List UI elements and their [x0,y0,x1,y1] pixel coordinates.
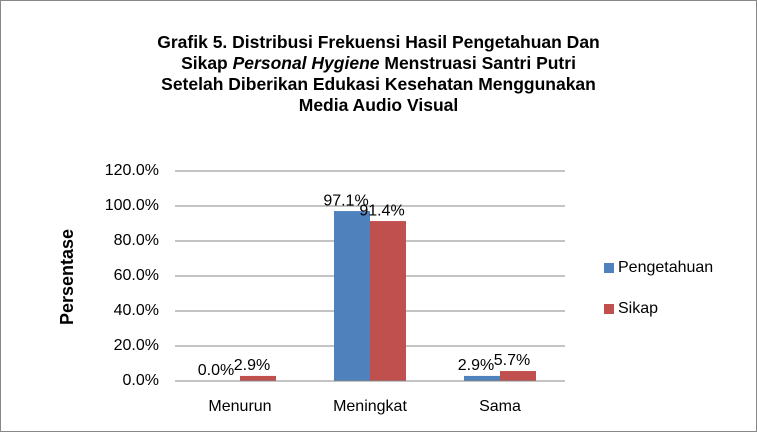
chart-title: Grafik 5. Distribusi Frekuensi Hasil Pen… [154,32,604,116]
value-label: 97.1% [323,192,368,209]
y-tick-label: 120.0% [105,162,159,179]
bar [370,221,406,381]
legend-swatch [604,304,614,314]
y-tick-label: 60.0% [114,267,159,284]
title-part: Grafik 5. Distribusi Frekuensi Hasil Pen… [157,32,600,73]
x-tick-label: Meningkat [333,398,407,415]
value-label: 2.9% [458,357,494,374]
y-tick-label: 20.0% [114,337,159,354]
y-tick-label: 40.0% [114,302,159,319]
y-tick-label: 100.0% [105,197,159,214]
y-tick-label: 0.0% [123,372,159,389]
y-tick-label: 80.0% [114,232,159,249]
value-label: 2.9% [234,357,270,374]
bar [500,371,536,381]
legend-label: Sikap [618,300,658,317]
title-part: Menstruasi Santri Putri Setelah Diberika… [161,53,596,115]
legend-label: Pengetahuan [618,259,713,276]
y-axis-label: Persentase [57,229,77,325]
value-label: 5.7% [494,352,530,369]
bar [334,211,370,381]
title-box: Grafik 5. Distribusi Frekuensi Hasil Pen… [0,32,757,116]
bar [464,375,500,381]
title-part: Personal Hygiene [232,53,380,73]
value-label: 0.0% [198,362,234,379]
bar [240,375,276,381]
legend-swatch [604,263,614,273]
x-tick-label: Sama [479,398,521,415]
value-label: 91.4% [359,202,404,219]
x-tick-label: Menurun [208,398,271,415]
